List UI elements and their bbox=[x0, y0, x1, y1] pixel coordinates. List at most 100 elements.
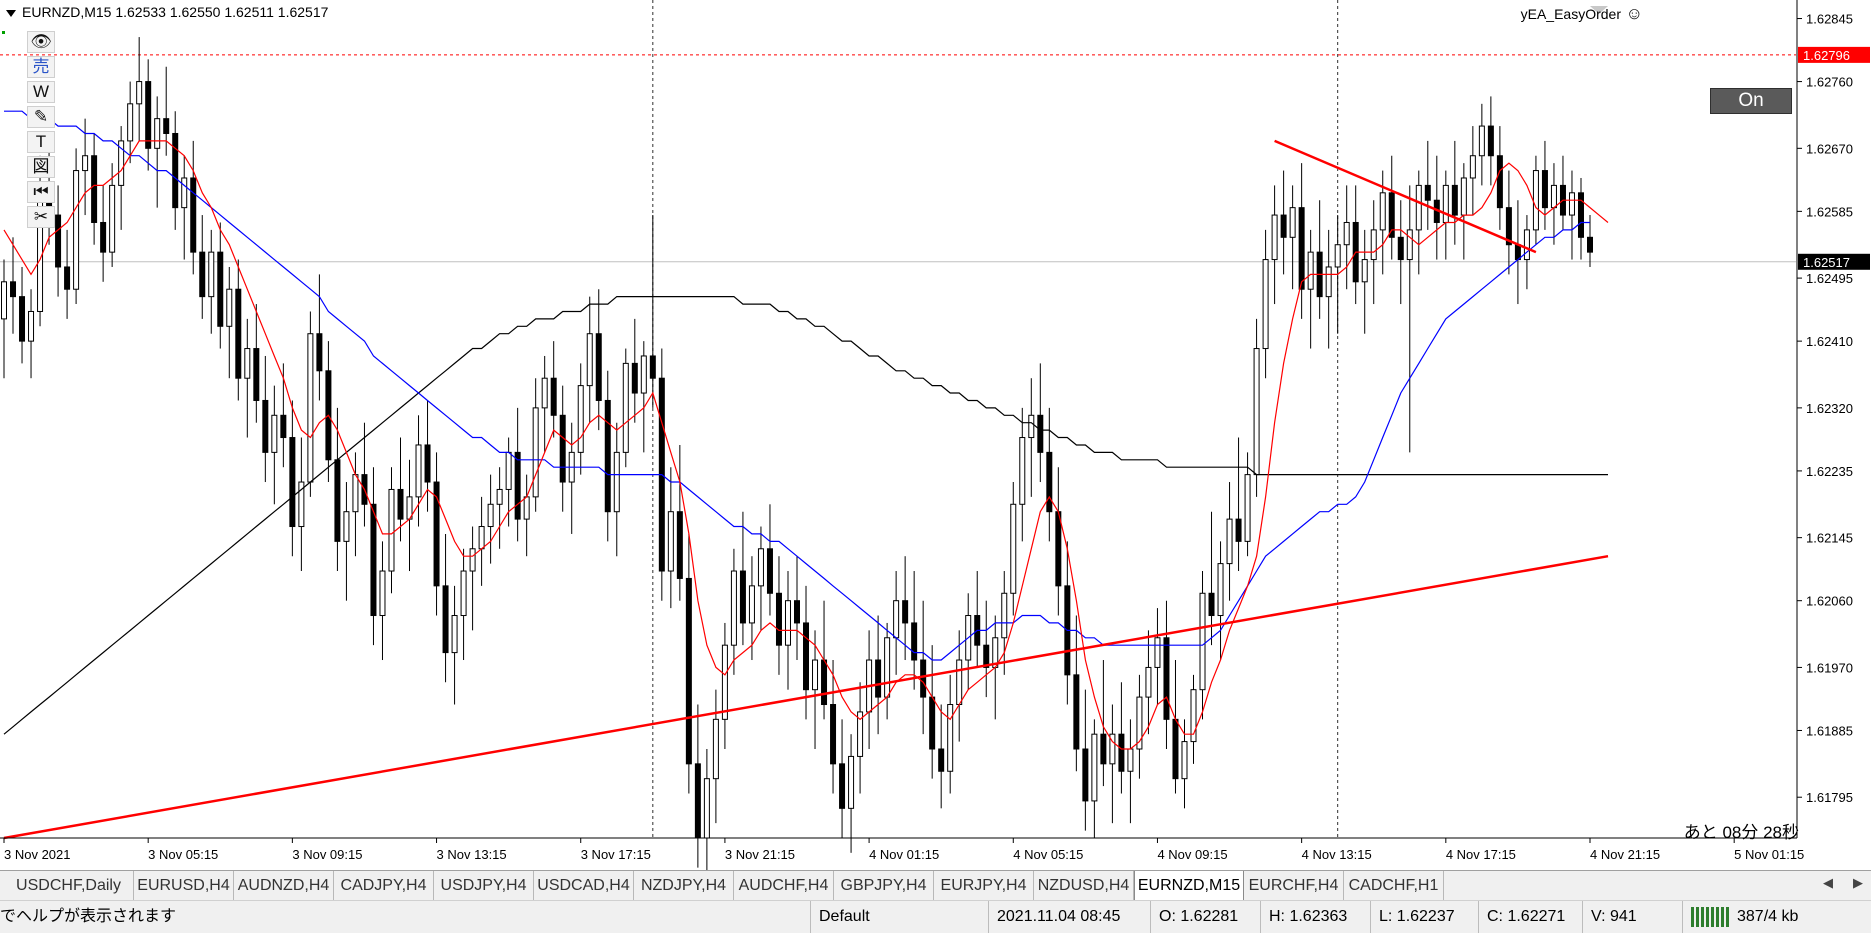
status-profile[interactable]: Default bbox=[810, 901, 988, 933]
candle-body bbox=[1460, 177, 1467, 216]
candle-body bbox=[289, 437, 296, 528]
candle-body bbox=[55, 214, 62, 268]
price-chart[interactable]: 1.62845 1.62760 1.62670 1.62585 1.62495 1.624… bbox=[0, 0, 1871, 870]
trendline-0[interactable] bbox=[3, 554, 1609, 840]
tab-eurchf-h4[interactable]: EURCHF,H4 bbox=[1244, 871, 1344, 900]
chart-shift-marker-icon[interactable] bbox=[1590, 6, 1608, 14]
candle-body bbox=[848, 755, 855, 809]
ea-on-button[interactable]: On bbox=[1710, 88, 1792, 114]
candle-body bbox=[316, 333, 323, 372]
candle bbox=[1217, 541, 1224, 661]
tab-cadchf-h1[interactable]: CADCHF,H1 bbox=[1344, 871, 1444, 900]
candle-body bbox=[1055, 511, 1062, 587]
bar-countdown: あと 08分 28秒 bbox=[1683, 823, 1799, 842]
w-icon[interactable]: W bbox=[27, 81, 55, 103]
candle-body bbox=[208, 251, 215, 298]
tab-eurusd-h4[interactable]: EURUSD,H4 bbox=[134, 871, 234, 900]
candle-body bbox=[1415, 184, 1422, 231]
ea-toolbar: 👁 売 W ✎ T 図 ⏮ ✂ bbox=[27, 31, 57, 231]
candle-body bbox=[109, 184, 116, 253]
status-datetime: 2021.11.04 08:45 bbox=[988, 901, 1150, 933]
pencil-icon[interactable]: ✎ bbox=[27, 106, 55, 128]
candle bbox=[307, 311, 314, 497]
sell-icon[interactable]: 売 bbox=[27, 56, 55, 78]
candle bbox=[172, 111, 179, 230]
candle-body bbox=[541, 377, 548, 409]
tab-gbpjpy-h4[interactable]: GBPJPY,H4 bbox=[834, 871, 934, 900]
tab-nzdusd-h4[interactable]: NZDUSD,H4 bbox=[1034, 871, 1134, 900]
candle bbox=[1109, 704, 1116, 824]
candle bbox=[1145, 630, 1152, 735]
candle-body bbox=[595, 333, 602, 401]
eye-icon[interactable]: 👁 bbox=[27, 31, 55, 53]
figure-icon[interactable]: 図 bbox=[27, 156, 55, 178]
candle bbox=[1478, 103, 1485, 186]
chart-tab-bar: ◀ ▶ USDCHF,Daily EURUSD,H4 AUDNZD,H4 CADJPY,… bbox=[0, 870, 1871, 901]
candle-body bbox=[730, 570, 737, 646]
candle bbox=[1136, 674, 1143, 779]
tab-nzdjpy-h4[interactable]: NZDJPY,H4 bbox=[634, 871, 734, 900]
candle-body bbox=[1469, 155, 1476, 179]
candle-body bbox=[794, 600, 800, 624]
candle bbox=[1082, 689, 1089, 831]
candle-body bbox=[1082, 748, 1089, 802]
scissors-icon[interactable]: ✂ bbox=[27, 206, 55, 228]
candle bbox=[983, 600, 990, 698]
status-low: L: 1.62237 bbox=[1370, 901, 1478, 933]
bid-price-tag-bg bbox=[1798, 253, 1870, 270]
tab-usdjpy-h4[interactable]: USDJPY,H4 bbox=[434, 871, 534, 900]
candle bbox=[19, 266, 26, 364]
bid-price-tag: 1.62517 bbox=[1803, 255, 1850, 270]
candle-body bbox=[73, 170, 80, 290]
tab-eurjpy-h4[interactable]: EURJPY,H4 bbox=[934, 871, 1034, 900]
candle bbox=[424, 400, 431, 512]
price-tick-label: 1.62060 bbox=[1806, 594, 1853, 609]
candle bbox=[496, 467, 503, 549]
candle-body bbox=[1577, 192, 1584, 238]
candle-body bbox=[1028, 414, 1035, 439]
candle bbox=[280, 363, 287, 468]
plot-area[interactable] bbox=[0, 0, 1796, 838]
candle-body bbox=[118, 140, 125, 186]
candle-body bbox=[433, 481, 440, 587]
candle bbox=[379, 541, 386, 661]
candle-body bbox=[172, 132, 179, 209]
dropdown-triangle-icon[interactable] bbox=[6, 9, 16, 17]
candle-body bbox=[64, 266, 71, 290]
candle-body bbox=[343, 511, 350, 542]
candle-body bbox=[1145, 666, 1152, 698]
tab-next-icon[interactable]: ▶ bbox=[1853, 875, 1863, 890]
time-tick-label: 3 Nov 09:15 bbox=[292, 847, 362, 862]
candle-body bbox=[253, 348, 260, 401]
tab-usdchf-daily[interactable]: USDCHF,Daily bbox=[4, 871, 134, 900]
candle bbox=[604, 370, 611, 542]
candle-body bbox=[1505, 207, 1512, 246]
expert-advisor-name: yEA_EasyOrder bbox=[1520, 6, 1621, 22]
candle bbox=[64, 229, 71, 319]
chart-window[interactable]: 1.62845 1.62760 1.62670 1.62585 1.62495 1.624… bbox=[0, 0, 1871, 870]
tab-prev-icon[interactable]: ◀ bbox=[1823, 875, 1833, 890]
status-traffic[interactable]: 387/4 kb bbox=[1682, 901, 1871, 933]
candle bbox=[1, 259, 7, 379]
candle-body bbox=[784, 600, 791, 646]
candle bbox=[199, 215, 206, 319]
time-tick-label: 4 Nov 21:15 bbox=[1590, 847, 1660, 862]
tab-usdcad-h4[interactable]: USDCAD,H4 bbox=[534, 871, 634, 900]
price-axis[interactable] bbox=[1797, 0, 1871, 838]
candle-body bbox=[442, 585, 449, 654]
tab-eurnzd-m15[interactable]: EURNZD,M15 bbox=[1134, 871, 1244, 901]
tab-cadjpy-h4[interactable]: CADJPY,H4 bbox=[334, 871, 434, 900]
candle bbox=[649, 215, 656, 408]
candle bbox=[1577, 177, 1584, 260]
candle-body bbox=[1343, 221, 1350, 246]
candle-body bbox=[938, 748, 945, 772]
candle-body bbox=[154, 118, 161, 149]
tab-audnzd-h4[interactable]: AUDNZD,H4 bbox=[234, 871, 334, 900]
tab-audchf-h4[interactable]: AUDCHF,H4 bbox=[734, 871, 834, 900]
trendline-1[interactable] bbox=[1274, 139, 1537, 254]
candle bbox=[1415, 170, 1422, 275]
rewind-icon[interactable]: ⏮ bbox=[27, 181, 55, 203]
text-icon[interactable]: T bbox=[27, 131, 55, 153]
candle bbox=[487, 474, 494, 564]
candle-body bbox=[145, 81, 152, 149]
